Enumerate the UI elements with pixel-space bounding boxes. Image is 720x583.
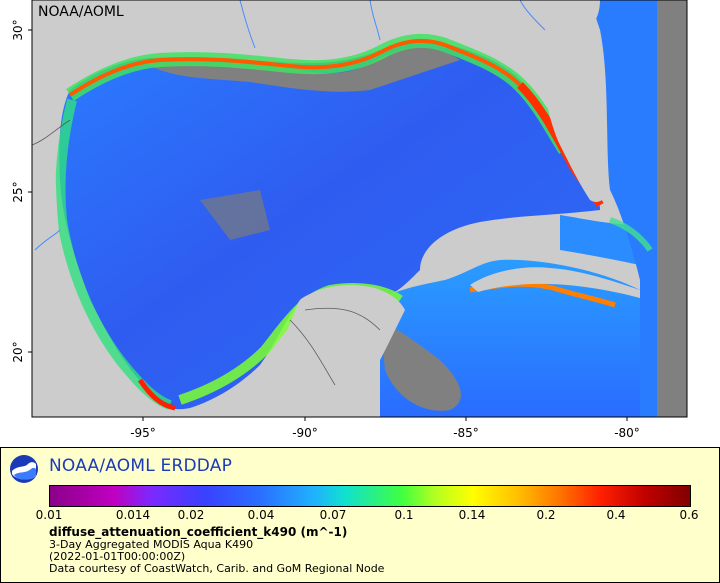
river-4	[34, 229, 61, 251]
north-coast-land	[32, 0, 600, 110]
mexico-state-border	[289, 319, 336, 386]
lon-tick-80: -80°	[614, 426, 640, 440]
caribbean-ocean	[380, 259, 687, 417]
colorbar-tick: 0.1	[394, 508, 414, 522]
lon-tick-95: -95°	[130, 426, 156, 440]
florida-land	[540, 28, 610, 202]
river-1	[239, 0, 256, 49]
lat-axis: 30° 25° 20°	[11, 19, 32, 363]
corner-label: NOAA/AOML	[38, 4, 124, 20]
map-figure: 30° 25° 20° -95° -90° -85° -80°	[11, 0, 688, 440]
noaa-logo-icon	[9, 454, 39, 484]
lat-tick-25: 25°	[11, 181, 25, 202]
coastal-turbidity-west-red	[137, 378, 176, 411]
colorbar-tick: 0.4	[606, 508, 626, 522]
colorbar	[49, 485, 691, 507]
colorbar-tick: 0.014	[115, 508, 151, 522]
colorbar-tick: 0.01	[35, 508, 63, 522]
legend-title: NOAA/AOML ERDDAP	[49, 456, 233, 476]
colorbar-tick: 0.2	[536, 508, 556, 522]
colorbar-tick: 0.6	[679, 508, 699, 522]
corner-label-bg	[34, 2, 110, 22]
colorbar-tick: 0.14	[458, 508, 486, 522]
lon-tick-85: -85°	[453, 426, 479, 440]
no-data-strip	[657, 0, 687, 417]
legend-panel: NOAA/AOML ERDDAP 0.01 0.014 0.02 0.04 0.…	[0, 447, 720, 583]
mexico-land	[32, 100, 155, 417]
dataset-description: 3-Day Aggregated MODIS Aqua K490	[49, 538, 254, 551]
colorbar-tick: 0.02	[177, 508, 205, 522]
lon-tick-90: -90°	[292, 426, 318, 440]
yucatan-border	[304, 307, 381, 331]
yucatan-land	[240, 285, 405, 417]
plot-border	[31, 0, 688, 418]
credit-line: Data courtesy of CoastWatch, Carib. and …	[49, 562, 385, 575]
us-mexico-border	[32, 119, 71, 146]
no-data-patch-yucatan	[380, 320, 461, 411]
coastal-turbidity-north-red	[68, 38, 567, 152]
cuba-island	[470, 267, 640, 298]
variable-name: diffuse_attenuation_coefficient_k490 (m^…	[49, 525, 348, 539]
atlantic-ocean	[590, 0, 657, 417]
lon-axis: -95° -90° -85° -80°	[130, 417, 640, 440]
time-label: (2022-01-01T00:00:00Z)	[49, 550, 186, 563]
colorbar-tick: 0.07	[319, 508, 347, 522]
gulf-ocean	[59, 39, 601, 410]
lat-tick-30: 30°	[11, 19, 25, 40]
colorbar-tick: 0.04	[247, 508, 275, 522]
no-data-patch-central	[200, 190, 270, 240]
river-2	[369, 0, 381, 41]
river-3	[519, 0, 546, 31]
lat-tick-20: 20°	[11, 341, 25, 362]
bahamas-shallows	[608, 217, 653, 252]
